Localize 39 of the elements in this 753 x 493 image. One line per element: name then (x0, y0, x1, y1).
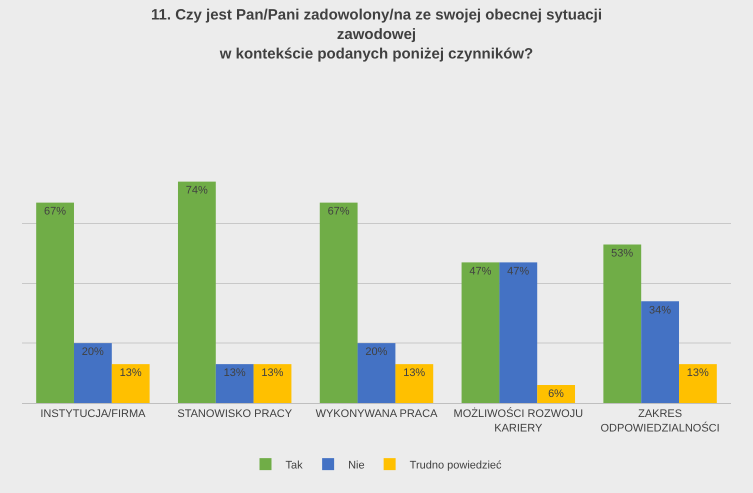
bar (36, 202, 74, 403)
bar (603, 244, 642, 403)
bar (178, 182, 216, 403)
data-label: 20% (365, 346, 388, 358)
data-label: 13% (120, 367, 142, 380)
bar (641, 301, 680, 403)
x-tick-label: STANOWISKO PRACY (177, 408, 293, 420)
data-label: 53% (611, 247, 634, 260)
data-label: 74% (186, 184, 208, 197)
data-label: 13% (224, 367, 246, 380)
data-label: 47% (507, 265, 530, 278)
data-label: 13% (261, 367, 284, 380)
x-tick-label: INSTYTUCJA/FIRMA (40, 408, 146, 420)
bar (537, 385, 576, 403)
bar (320, 202, 358, 403)
bar (499, 262, 538, 403)
chart-title: 11. Czy jest Pan/Pani zadowolony/na ze swojej obecnej sytuacji zawodowej w kontekście podanych poniżej czynników? (151, 6, 602, 63)
data-label: 13% (686, 367, 710, 380)
data-label: 34% (648, 304, 672, 316)
bar (216, 364, 254, 403)
bar (112, 364, 150, 403)
bar (679, 364, 717, 403)
data-label: 47% (469, 265, 492, 278)
bar (254, 364, 292, 403)
legend-label: Nie (348, 459, 365, 472)
data-label: 20% (82, 346, 104, 358)
bar (74, 343, 112, 403)
data-label: 67% (44, 206, 66, 218)
data-label: 6% (548, 388, 564, 400)
x-tick-label: ZAKRES ODPOWIEDZIALNOŚCI (600, 408, 720, 434)
legend-label: Trudno powiedzieć (410, 459, 502, 472)
x-tick-label: MOŻLIWOŚCI ROZWOJU KARIERY (454, 407, 584, 434)
data-label: 67% (328, 206, 350, 218)
bar (358, 343, 396, 403)
legend-label: Tak (286, 459, 304, 472)
x-tick-label: WYKONYWANA PRACA (316, 408, 438, 420)
data-label: 13% (403, 367, 426, 380)
bar (395, 364, 434, 403)
bar (462, 262, 500, 403)
